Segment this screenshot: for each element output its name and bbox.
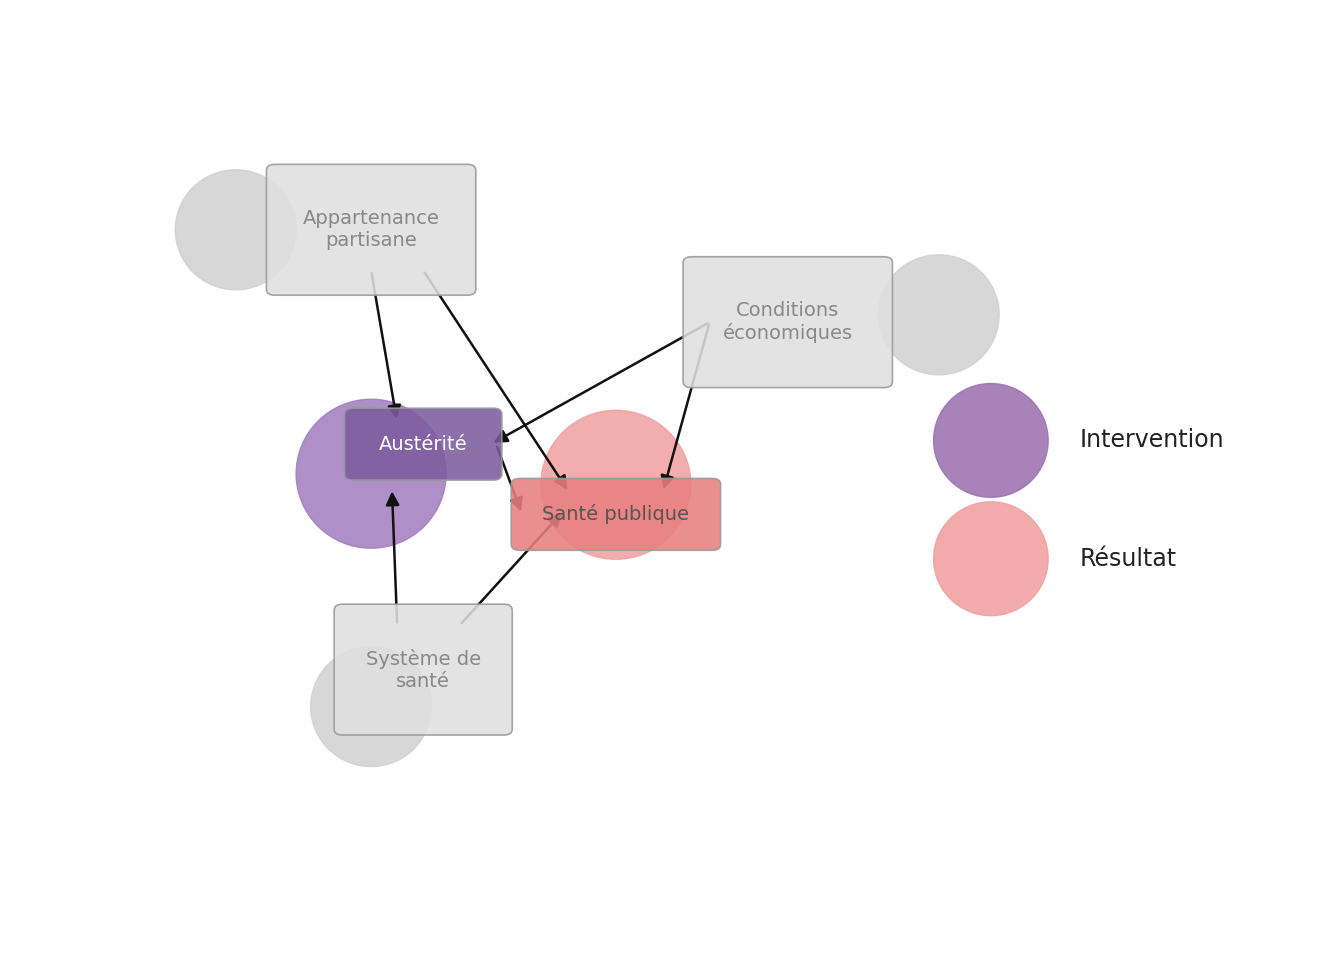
Text: Système de
santé: Système de santé: [366, 649, 481, 690]
Text: Appartenance
partisane: Appartenance partisane: [302, 209, 439, 251]
FancyBboxPatch shape: [683, 256, 892, 388]
Ellipse shape: [540, 410, 691, 560]
Text: Santé publique: Santé publique: [543, 504, 689, 524]
FancyBboxPatch shape: [344, 408, 501, 480]
Ellipse shape: [934, 384, 1048, 497]
Text: Résultat: Résultat: [1079, 547, 1176, 570]
Text: Austérité: Austérité: [379, 435, 468, 454]
Text: Conditions
économiques: Conditions économiques: [723, 301, 853, 344]
Ellipse shape: [310, 646, 431, 767]
FancyBboxPatch shape: [335, 604, 512, 735]
Ellipse shape: [879, 254, 999, 374]
FancyBboxPatch shape: [266, 164, 476, 295]
Ellipse shape: [934, 502, 1048, 615]
Ellipse shape: [296, 399, 446, 548]
FancyBboxPatch shape: [511, 478, 720, 550]
Ellipse shape: [175, 170, 296, 290]
Text: Intervention: Intervention: [1079, 428, 1224, 452]
